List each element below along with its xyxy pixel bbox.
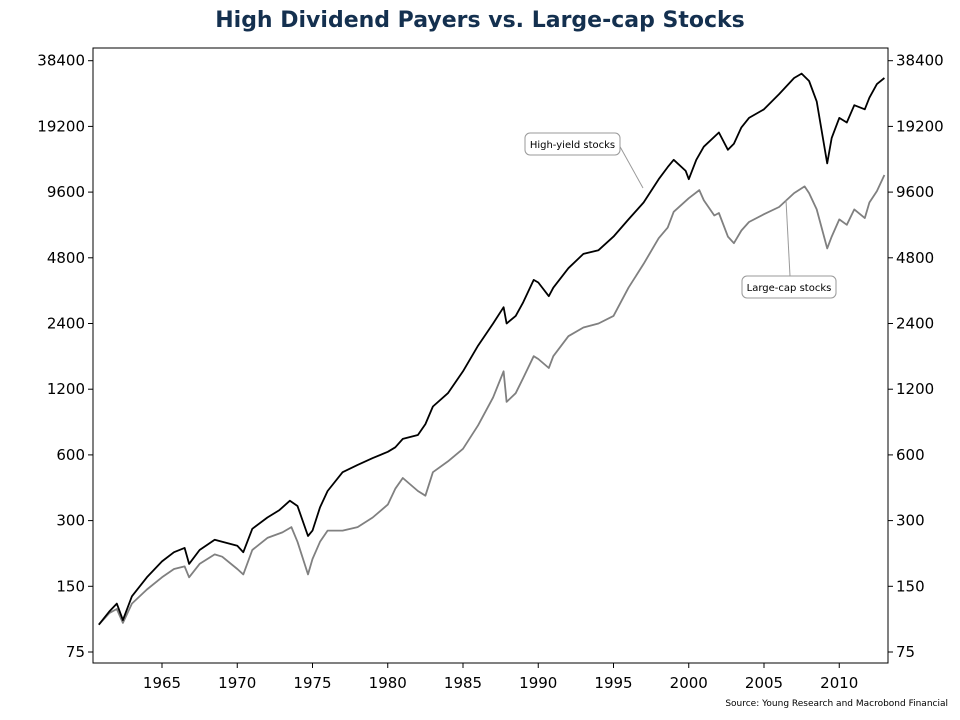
callouts: High-yield stocks Large-cap stocks (524, 132, 837, 299)
y-tick-label-left: 4800 (47, 249, 85, 267)
y-axis-left: 75 150 300 600 1200 2400 4800 9600 19200 38400 (37, 52, 93, 661)
y-tick-label-right: 2400 (896, 315, 934, 333)
x-tick-label: 1985 (444, 674, 482, 692)
y-tick-label-right: 600 (896, 446, 925, 464)
series-line-high-yield-stocks (98, 72, 885, 626)
x-tick-label: 2005 (745, 674, 783, 692)
y-tick-label-left: 19200 (37, 117, 85, 135)
y-tick-label-left: 38400 (37, 52, 85, 70)
x-tick-label: 1975 (293, 674, 331, 692)
y-tick-label-right: 19200 (896, 117, 944, 135)
x-axis: 1965 1970 1975 1980 1985 1990 1995 2000 2005 2010 (143, 663, 858, 692)
y-axis-right: 75 150 300 600 1200 2400 4800 9600 19200 38400 (888, 52, 944, 661)
y-tick-label-left: 9600 (47, 183, 85, 201)
x-tick-label: 2000 (670, 674, 708, 692)
x-tick-label: 1995 (594, 674, 632, 692)
series-line-large-cap-stocks (98, 174, 886, 626)
callout-label: Large-cap stocks (747, 283, 832, 294)
y-tick-label-left: 1200 (47, 380, 85, 398)
x-tick-label: 1970 (218, 674, 256, 692)
y-tick-label-right: 4800 (896, 249, 934, 267)
series-layer (98, 72, 886, 626)
plot-frame (92, 47, 889, 664)
x-tick-label: 1980 (369, 674, 407, 692)
y-tick-label-right: 75 (896, 643, 915, 661)
y-tick-label-left: 150 (56, 577, 85, 595)
x-tick-label: 1965 (143, 674, 181, 692)
y-tick-label-left: 2400 (47, 315, 85, 333)
y-tick-label-right: 1200 (896, 380, 934, 398)
callout-leader (617, 142, 644, 189)
source-note: Source: Young Research and Macrobond Fin… (725, 699, 948, 709)
callout-leader (785, 199, 791, 277)
chart-title: High Dividend Payers vs. Large-cap Stock… (215, 8, 745, 33)
y-tick-label-left: 600 (56, 446, 85, 464)
callout-box (741, 275, 837, 299)
y-tick-label-right: 150 (896, 577, 925, 595)
y-tick-label-left: 300 (56, 512, 85, 530)
y-tick-label-left: 75 (66, 643, 85, 661)
callout-label: High-yield stocks (530, 140, 615, 151)
callout-box (524, 132, 621, 156)
x-tick-label: 1990 (519, 674, 557, 692)
y-tick-label-right: 38400 (896, 52, 944, 70)
x-tick-label: 2010 (820, 674, 858, 692)
y-tick-label-right: 300 (896, 512, 925, 530)
y-tick-label-right: 9600 (896, 183, 934, 201)
